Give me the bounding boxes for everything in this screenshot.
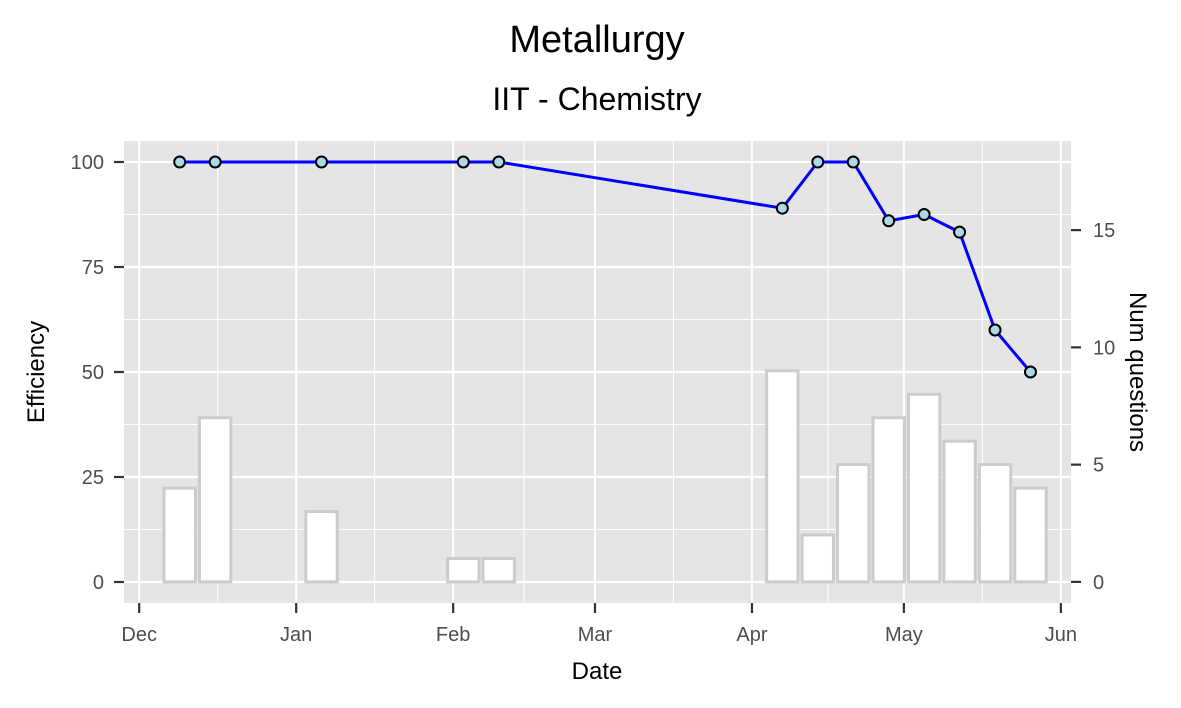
data-point [917, 208, 931, 221]
chart-title: Metallurgy [509, 19, 684, 61]
y2-tick-label: 5 [1093, 455, 1104, 477]
y2-tick-label: 10 [1093, 337, 1115, 359]
x-tick-label: Dec [121, 624, 157, 646]
bar-num-questions [977, 463, 1013, 584]
y2-tick-label: 15 [1093, 220, 1115, 242]
x-tick-label: Jan [280, 624, 312, 646]
chart-subtitle: IIT - Chemistry [492, 81, 701, 117]
bar-num-questions [942, 439, 977, 584]
data-point [882, 214, 896, 228]
x-axis: Dec Jan Feb Mar Apr May Jun [121, 603, 1077, 646]
data-point [315, 155, 329, 169]
points-efficiency [173, 155, 1037, 379]
y-tick-label: 50 [82, 362, 104, 384]
bar-num-questions [162, 486, 197, 584]
data-point [811, 155, 825, 169]
bars-num-questions [162, 369, 1048, 584]
bar-num-questions [1013, 486, 1048, 584]
y-tick-label: 0 [93, 572, 104, 594]
y2-tick-label: 0 [1093, 572, 1104, 594]
x-tick-label: May [885, 624, 923, 646]
bar-num-questions [304, 510, 339, 584]
x-tick-label: Jun [1045, 624, 1077, 646]
bar-num-questions [836, 463, 871, 584]
y-axis-right: 0 5 10 15 [1071, 220, 1115, 594]
data-point [846, 155, 860, 169]
x-tick-label: Apr [736, 624, 767, 646]
data-point [775, 201, 789, 215]
bar-num-questions [197, 416, 233, 584]
data-point [208, 155, 222, 169]
bar-num-questions [481, 556, 516, 584]
y-axis-title: Efficiency [23, 321, 50, 423]
y2-axis-title: Num questions [1124, 292, 1151, 452]
data-point [953, 225, 967, 239]
bar-num-questions [800, 533, 835, 584]
bar-num-questions [446, 556, 481, 584]
y-tick-label: 100 [71, 152, 104, 174]
y-axis-left: 0 25 50 75 100 [71, 152, 124, 594]
data-point [456, 155, 470, 169]
x-axis-title: Date [572, 658, 623, 685]
data-point [492, 155, 506, 169]
data-point [988, 323, 1002, 337]
x-tick-label: Mar [578, 624, 613, 646]
data-point [173, 155, 187, 169]
bar-num-questions [765, 369, 800, 584]
bar-num-questions [906, 392, 942, 584]
x-tick-label: Feb [436, 624, 470, 646]
y-tick-label: 75 [82, 257, 104, 279]
y-tick-label: 25 [82, 467, 104, 489]
data-point [1023, 365, 1037, 379]
bar-num-questions [871, 416, 906, 584]
